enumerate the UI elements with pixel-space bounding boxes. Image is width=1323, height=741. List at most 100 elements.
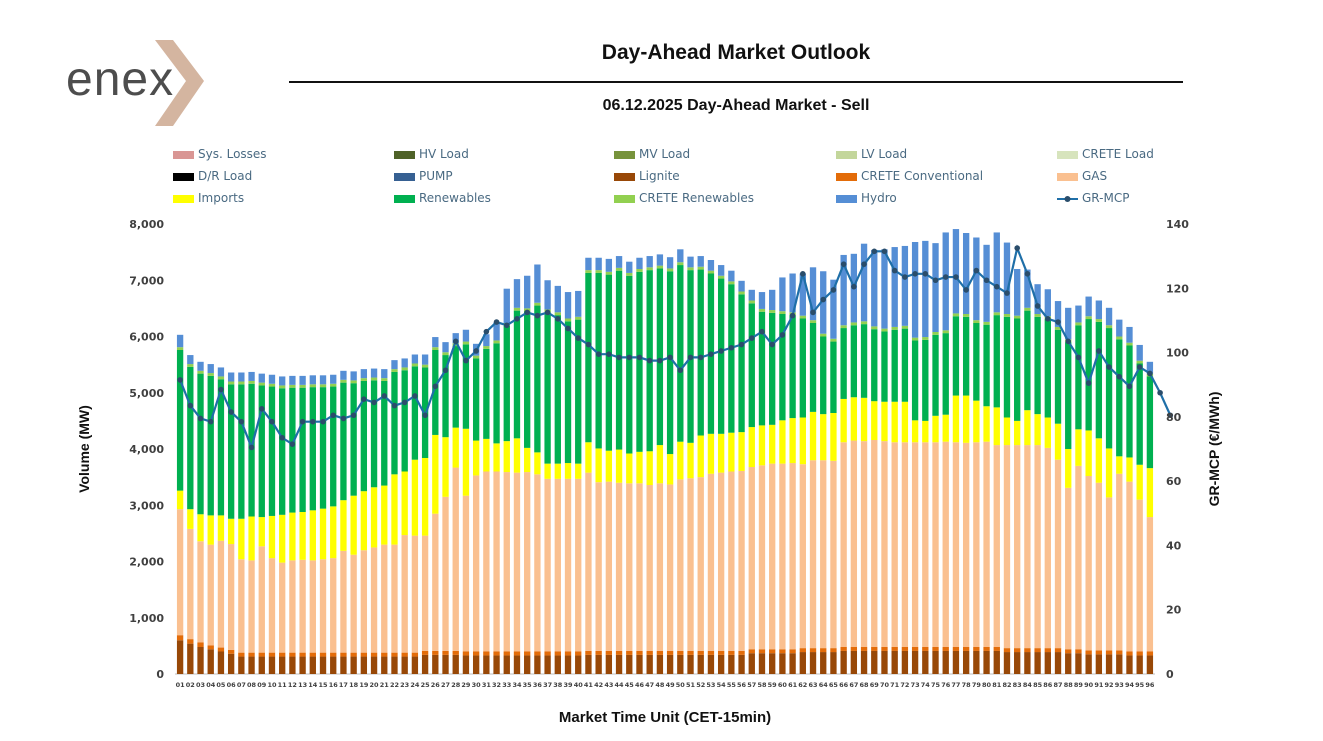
- bar-segment-crete-conventional: [350, 652, 357, 657]
- x-tick-label: 12: [288, 681, 297, 689]
- x-tick-label: 02: [186, 681, 195, 689]
- bar-segment-renewables: [340, 382, 347, 501]
- bar-segment-imports: [401, 471, 408, 536]
- bar-segment-imports: [779, 420, 786, 464]
- bar-segment-crete-renewables: [758, 308, 766, 312]
- bar-segment-gas: [411, 535, 419, 653]
- gr-mcp-point: [861, 261, 867, 267]
- bar-segment-imports: [176, 490, 184, 510]
- bar-segment-imports: [666, 454, 674, 485]
- bar-segment-gas: [534, 474, 541, 652]
- bar-segment-hydro: [779, 277, 786, 312]
- x-tick-label: 83: [1013, 681, 1022, 689]
- bar-segment-crete-conventional: [330, 652, 337, 657]
- bar-segment-crete-conventional: [1054, 648, 1062, 653]
- x-tick-label: 56: [737, 681, 747, 689]
- bar-segment-crete-renewables: [799, 315, 806, 319]
- x-tick-label: 61: [788, 681, 798, 689]
- bar-segment-hydro: [493, 322, 500, 341]
- bar-segment-imports: [227, 518, 235, 545]
- bar-segment-renewables: [1065, 342, 1072, 450]
- bar-segment-gas: [850, 440, 858, 647]
- gr-mcp-point: [1116, 373, 1123, 380]
- legend-swatch: [836, 194, 857, 203]
- bar-segment-renewables: [391, 371, 398, 475]
- gr-mcp-point: [432, 383, 439, 390]
- bar-segment-gas: [319, 559, 327, 653]
- bar-segment-gas: [176, 509, 184, 636]
- gr-mcp-point: [269, 418, 275, 425]
- bar-segment-crete-conventional: [1146, 651, 1154, 656]
- bar-segment-imports: [197, 514, 204, 542]
- y2-tick-label: 100: [1166, 347, 1189, 360]
- bar-segment-hydro: [809, 267, 817, 321]
- y-tick-label: 0: [156, 668, 164, 681]
- bar-segment-lignite: [411, 656, 419, 674]
- bar-segment-hydro: [391, 360, 398, 370]
- x-tick-label: 41: [584, 681, 594, 689]
- x-tick-label: 60: [778, 681, 788, 689]
- bar-segment-gas: [248, 560, 255, 653]
- bar-segment-renewables: [962, 316, 970, 396]
- bar-segment-imports: [738, 432, 745, 471]
- x-tick-label: 32: [492, 681, 501, 689]
- bar-segment-crete-conventional: [728, 650, 735, 655]
- bar-segment-renewables: [1085, 319, 1092, 431]
- bar-segment-gas: [391, 544, 398, 653]
- bar-segment-renewables: [983, 324, 990, 407]
- bar-segment-gas: [952, 442, 960, 647]
- bar-segment-crete-conventional: [238, 652, 245, 657]
- bar-segment-lignite: [472, 655, 480, 674]
- bar-segment-crete-conventional: [962, 647, 970, 651]
- bar-segment-crete-renewables: [1034, 314, 1041, 317]
- bar-segment-lignite: [605, 654, 613, 675]
- bar-segment-renewables: [238, 384, 245, 519]
- bar-segment-renewables: [932, 334, 939, 416]
- gr-mcp-point: [891, 267, 898, 274]
- bar-segment-imports: [1126, 457, 1133, 482]
- bar-segment-renewables: [1095, 321, 1103, 439]
- bar-segment-crete-conventional: [860, 647, 868, 651]
- bar-segment-lignite: [728, 654, 735, 675]
- gr-mcp-point: [759, 328, 765, 335]
- bar-segment-gas: [513, 472, 521, 652]
- bar-segment-imports: [1044, 417, 1051, 448]
- bar-segment-crete-conventional: [717, 650, 725, 655]
- x-tick-label: 14: [308, 681, 318, 689]
- bar-segment-imports: [411, 459, 419, 536]
- bar-segment-gas: [748, 467, 755, 650]
- x-tick-label: 94: [1125, 681, 1135, 689]
- bar-segment-imports: [299, 512, 306, 560]
- legend-label: GR-MCP: [1082, 191, 1130, 205]
- bar-segment-renewables: [758, 311, 766, 426]
- bar-segment-crete-conventional: [901, 647, 909, 651]
- bar-segment-lignite: [360, 656, 368, 674]
- gr-mcp-point: [953, 274, 959, 280]
- legend-item: Lignite: [614, 169, 680, 183]
- bar-segment-renewables: [850, 325, 858, 398]
- bar-segment-lignite: [646, 654, 653, 675]
- bar-segment-hydro: [207, 364, 214, 374]
- bar-segment-renewables: [299, 387, 306, 512]
- bar-segment-lignite: [176, 640, 184, 674]
- bar-segment-hydro: [789, 273, 796, 313]
- x-tick-label: 87: [1053, 681, 1062, 689]
- bar-segment-hydro: [901, 245, 909, 326]
- bar-segment-crete-renewables: [636, 269, 643, 272]
- y-tick-label: 3,000: [129, 499, 164, 512]
- y2-tick-label: 140: [1166, 218, 1189, 231]
- gr-mcp-point: [238, 418, 245, 425]
- bar-segment-lignite: [258, 656, 265, 674]
- bar-segment-hydro: [891, 247, 898, 327]
- bar-segment-imports: [248, 516, 255, 561]
- gr-mcp-point: [289, 441, 296, 447]
- bar-segment-hydro: [248, 371, 255, 381]
- bar-segment-crete-conventional: [1003, 648, 1011, 653]
- bar-segment-renewables: [779, 314, 786, 421]
- bar-segment-renewables: [442, 355, 449, 438]
- gr-mcp-point: [401, 399, 408, 406]
- bar-segment-renewables: [483, 348, 490, 439]
- y-tick-label: 7,000: [129, 274, 164, 287]
- bar-segment-crete-conventional: [983, 647, 990, 651]
- gr-mcp-point: [789, 312, 796, 319]
